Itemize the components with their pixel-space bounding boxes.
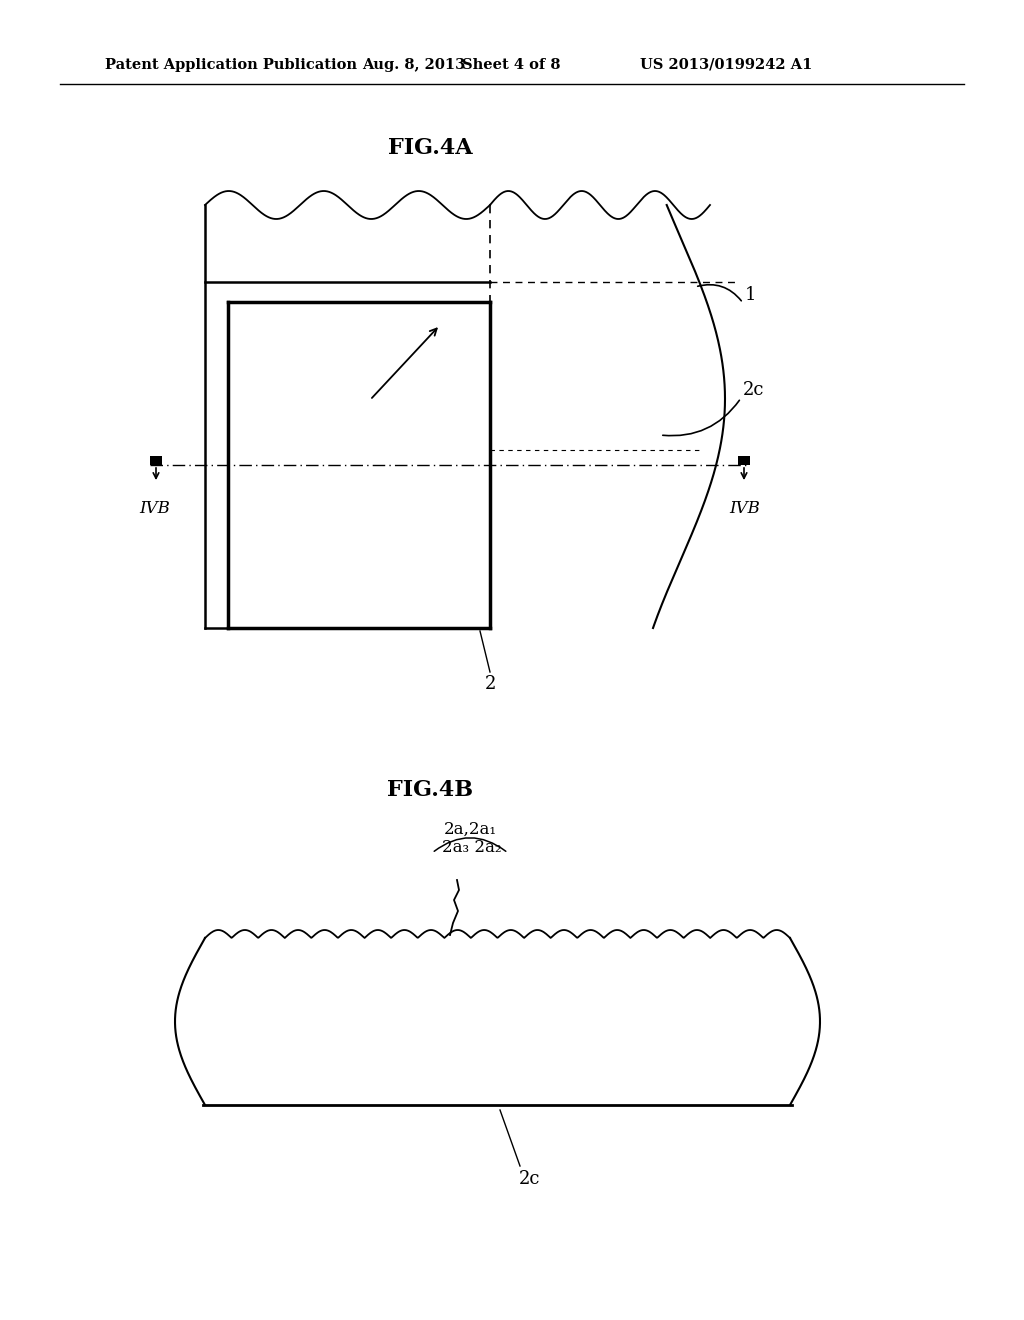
Bar	[150, 455, 162, 465]
Text: 2a,2a₁: 2a,2a₁	[443, 821, 497, 838]
Text: Patent Application Publication: Patent Application Publication	[105, 58, 357, 73]
Text: Aug. 8, 2013: Aug. 8, 2013	[362, 58, 465, 73]
Text: 2c: 2c	[519, 1170, 541, 1188]
Bar	[738, 455, 750, 465]
Text: IVB: IVB	[139, 500, 170, 517]
Text: 2c: 2c	[743, 381, 765, 399]
Text: FIG.4A: FIG.4A	[388, 137, 472, 158]
Text: 2: 2	[484, 675, 496, 693]
Text: Sheet 4 of 8: Sheet 4 of 8	[462, 58, 560, 73]
Text: 2a₃ 2a₂: 2a₃ 2a₂	[442, 840, 502, 855]
Text: FIG.4B: FIG.4B	[387, 779, 473, 801]
Text: IVB: IVB	[729, 500, 761, 517]
Text: 1: 1	[745, 286, 757, 304]
Text: US 2013/0199242 A1: US 2013/0199242 A1	[640, 58, 812, 73]
